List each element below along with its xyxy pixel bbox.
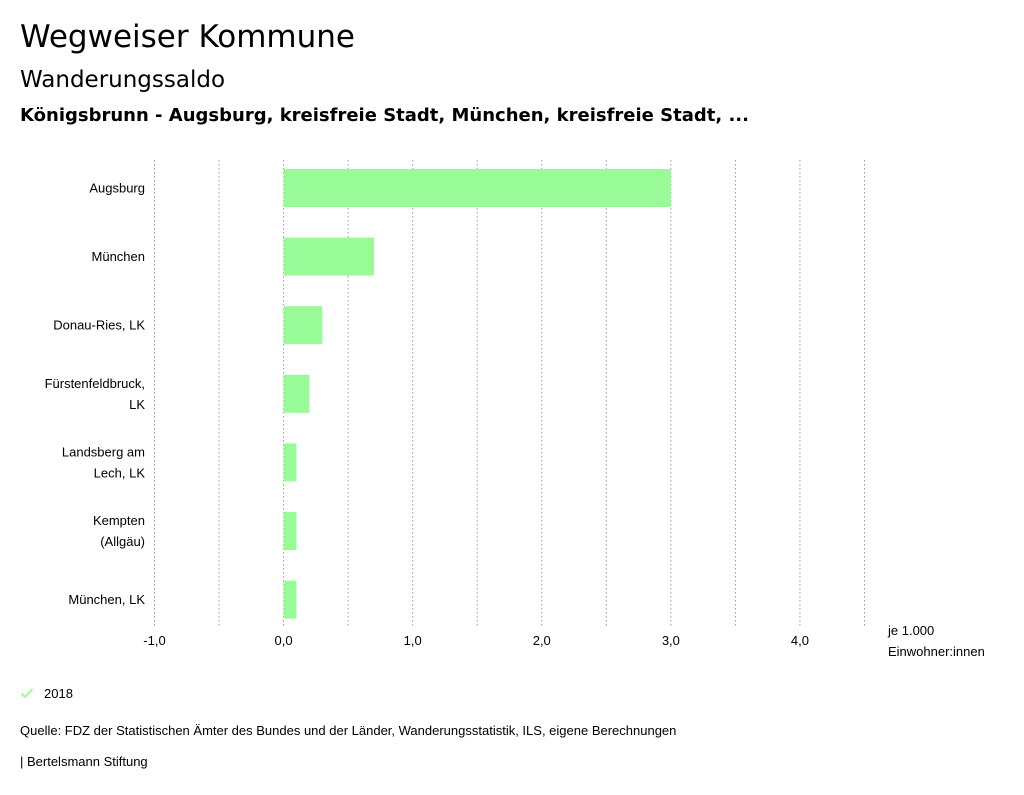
bar	[283, 443, 297, 482]
x-axis-unit-label: Einwohner:innen	[888, 644, 985, 659]
category-label: Landsberg am	[62, 444, 145, 459]
category-label: LK	[129, 397, 145, 412]
bar	[283, 306, 323, 345]
x-tick-label: 4,0	[791, 633, 809, 648]
x-tick-label: 0,0	[275, 633, 293, 648]
page-title: Wegweiser Kommune	[20, 19, 355, 55]
category-label: Donau-Ries, LK	[53, 318, 145, 333]
category-label: Lech, LK	[94, 465, 146, 480]
bar	[283, 169, 671, 207]
legend-label-2018: 2018	[44, 685, 73, 701]
x-tick-label: 1,0	[404, 633, 422, 648]
bar-chart: -1,0 0,0 1,0 2,0 3,0 4,0 je 1.000 Einwohner:inn…	[45, 160, 985, 659]
category-label: München, LK	[68, 592, 145, 607]
check-icon[interactable]	[20, 686, 34, 700]
legend[interactable]: 2018	[20, 684, 73, 702]
x-tick-label: 2,0	[533, 633, 551, 648]
bar	[283, 237, 374, 276]
source-note: Quelle: FDZ der Statistischen Ämter des …	[20, 723, 677, 738]
x-axis-unit-label: je 1.000	[887, 623, 934, 638]
category-label: Fürstenfeldbruck,	[45, 376, 145, 391]
category-label: München	[92, 249, 145, 264]
bar	[283, 374, 310, 413]
bar	[283, 580, 297, 619]
chart-subtitle: Wanderungssaldo	[20, 67, 226, 93]
x-tick-label: 3,0	[662, 633, 680, 648]
category-label: Kempten	[93, 513, 145, 528]
category-label: Augsburg	[89, 181, 145, 196]
bar	[283, 512, 297, 550]
region-selection: Königsbrunn - Augsburg, kreisfreie Stadt…	[20, 105, 749, 126]
x-tick-label: -1,0	[143, 633, 165, 648]
category-label: (Allgäu)	[100, 534, 145, 549]
credit-note: | Bertelsmann Stiftung	[20, 754, 148, 769]
